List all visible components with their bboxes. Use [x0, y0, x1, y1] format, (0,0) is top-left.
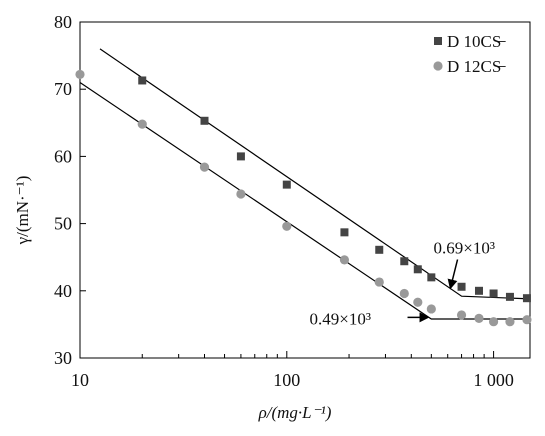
data-point-circle: [426, 304, 436, 314]
data-point-square: [138, 76, 147, 85]
data-point-circle: [399, 288, 409, 299]
fit-line-1: [99, 48, 531, 300]
data-point-circle: [137, 119, 147, 129]
y-tick-label: 40: [54, 281, 72, 301]
data-point-square: [340, 228, 349, 237]
data-point-circle: [456, 310, 467, 320]
data-point-square: [489, 289, 498, 298]
y-tick-label: 80: [54, 12, 72, 32]
legend-label-1: D 10CS̶: [447, 32, 506, 51]
y-tick-label: 60: [54, 146, 72, 166]
x-tick-label: 100: [273, 370, 300, 390]
legend-label-2: D 12CS̶: [447, 57, 506, 76]
data-point-square: [236, 152, 245, 161]
data-point-square: [505, 292, 514, 301]
x-tick-label: 10: [71, 370, 89, 390]
annotations: 0.69×10³ 0.49×10³: [310, 239, 495, 329]
data-point-circle: [522, 315, 532, 325]
data-point-square: [413, 265, 422, 274]
y-tick-label: 30: [54, 348, 72, 368]
plot-frame: [79, 21, 531, 359]
data-point-square: [200, 116, 209, 125]
data-point-circle: [505, 317, 515, 327]
data-point-square: [282, 180, 291, 189]
y-axis-title: γ/(mN·⁻¹): [13, 176, 32, 246]
data-point-square: [400, 257, 409, 266]
data-point-circle: [339, 255, 350, 265]
data-point-circle: [282, 221, 292, 231]
legend-marker-square: [434, 37, 442, 45]
y-tick-label: 70: [54, 79, 72, 99]
legend-marker-circle: [433, 61, 443, 71]
data-point-square: [427, 273, 436, 282]
data-point-circle: [374, 277, 384, 287]
annotation-label-1: 0.69×10³: [434, 239, 495, 258]
data-point-square: [457, 282, 466, 291]
y-tick-label: 50: [54, 214, 72, 234]
annotation-arrow-1: [447, 259, 459, 290]
x-axis-title: ρ/(mg·L⁻¹): [258, 403, 332, 422]
data-point-square: [375, 245, 384, 254]
data-point-circle: [474, 313, 484, 323]
data-point-circle: [413, 297, 423, 307]
data-point-circle: [199, 162, 210, 172]
data-points: [75, 69, 532, 327]
annotation-label-2: 0.49×10³: [310, 309, 371, 328]
data-point-circle: [75, 69, 85, 80]
fit-lines: [79, 48, 531, 320]
data-point-circle: [236, 189, 246, 199]
x-tick-label: 1 000: [473, 370, 514, 390]
data-point-square: [474, 286, 483, 295]
legend: D 10CS̶ D 12CS̶: [433, 32, 506, 76]
data-point-circle: [488, 317, 499, 327]
axes: 30 40 50 60 70 80 10 100 1 000 ρ/(mg·L⁻¹) γ/(mN·⁻¹…: [13, 12, 531, 422]
data-point-square: [522, 294, 531, 303]
